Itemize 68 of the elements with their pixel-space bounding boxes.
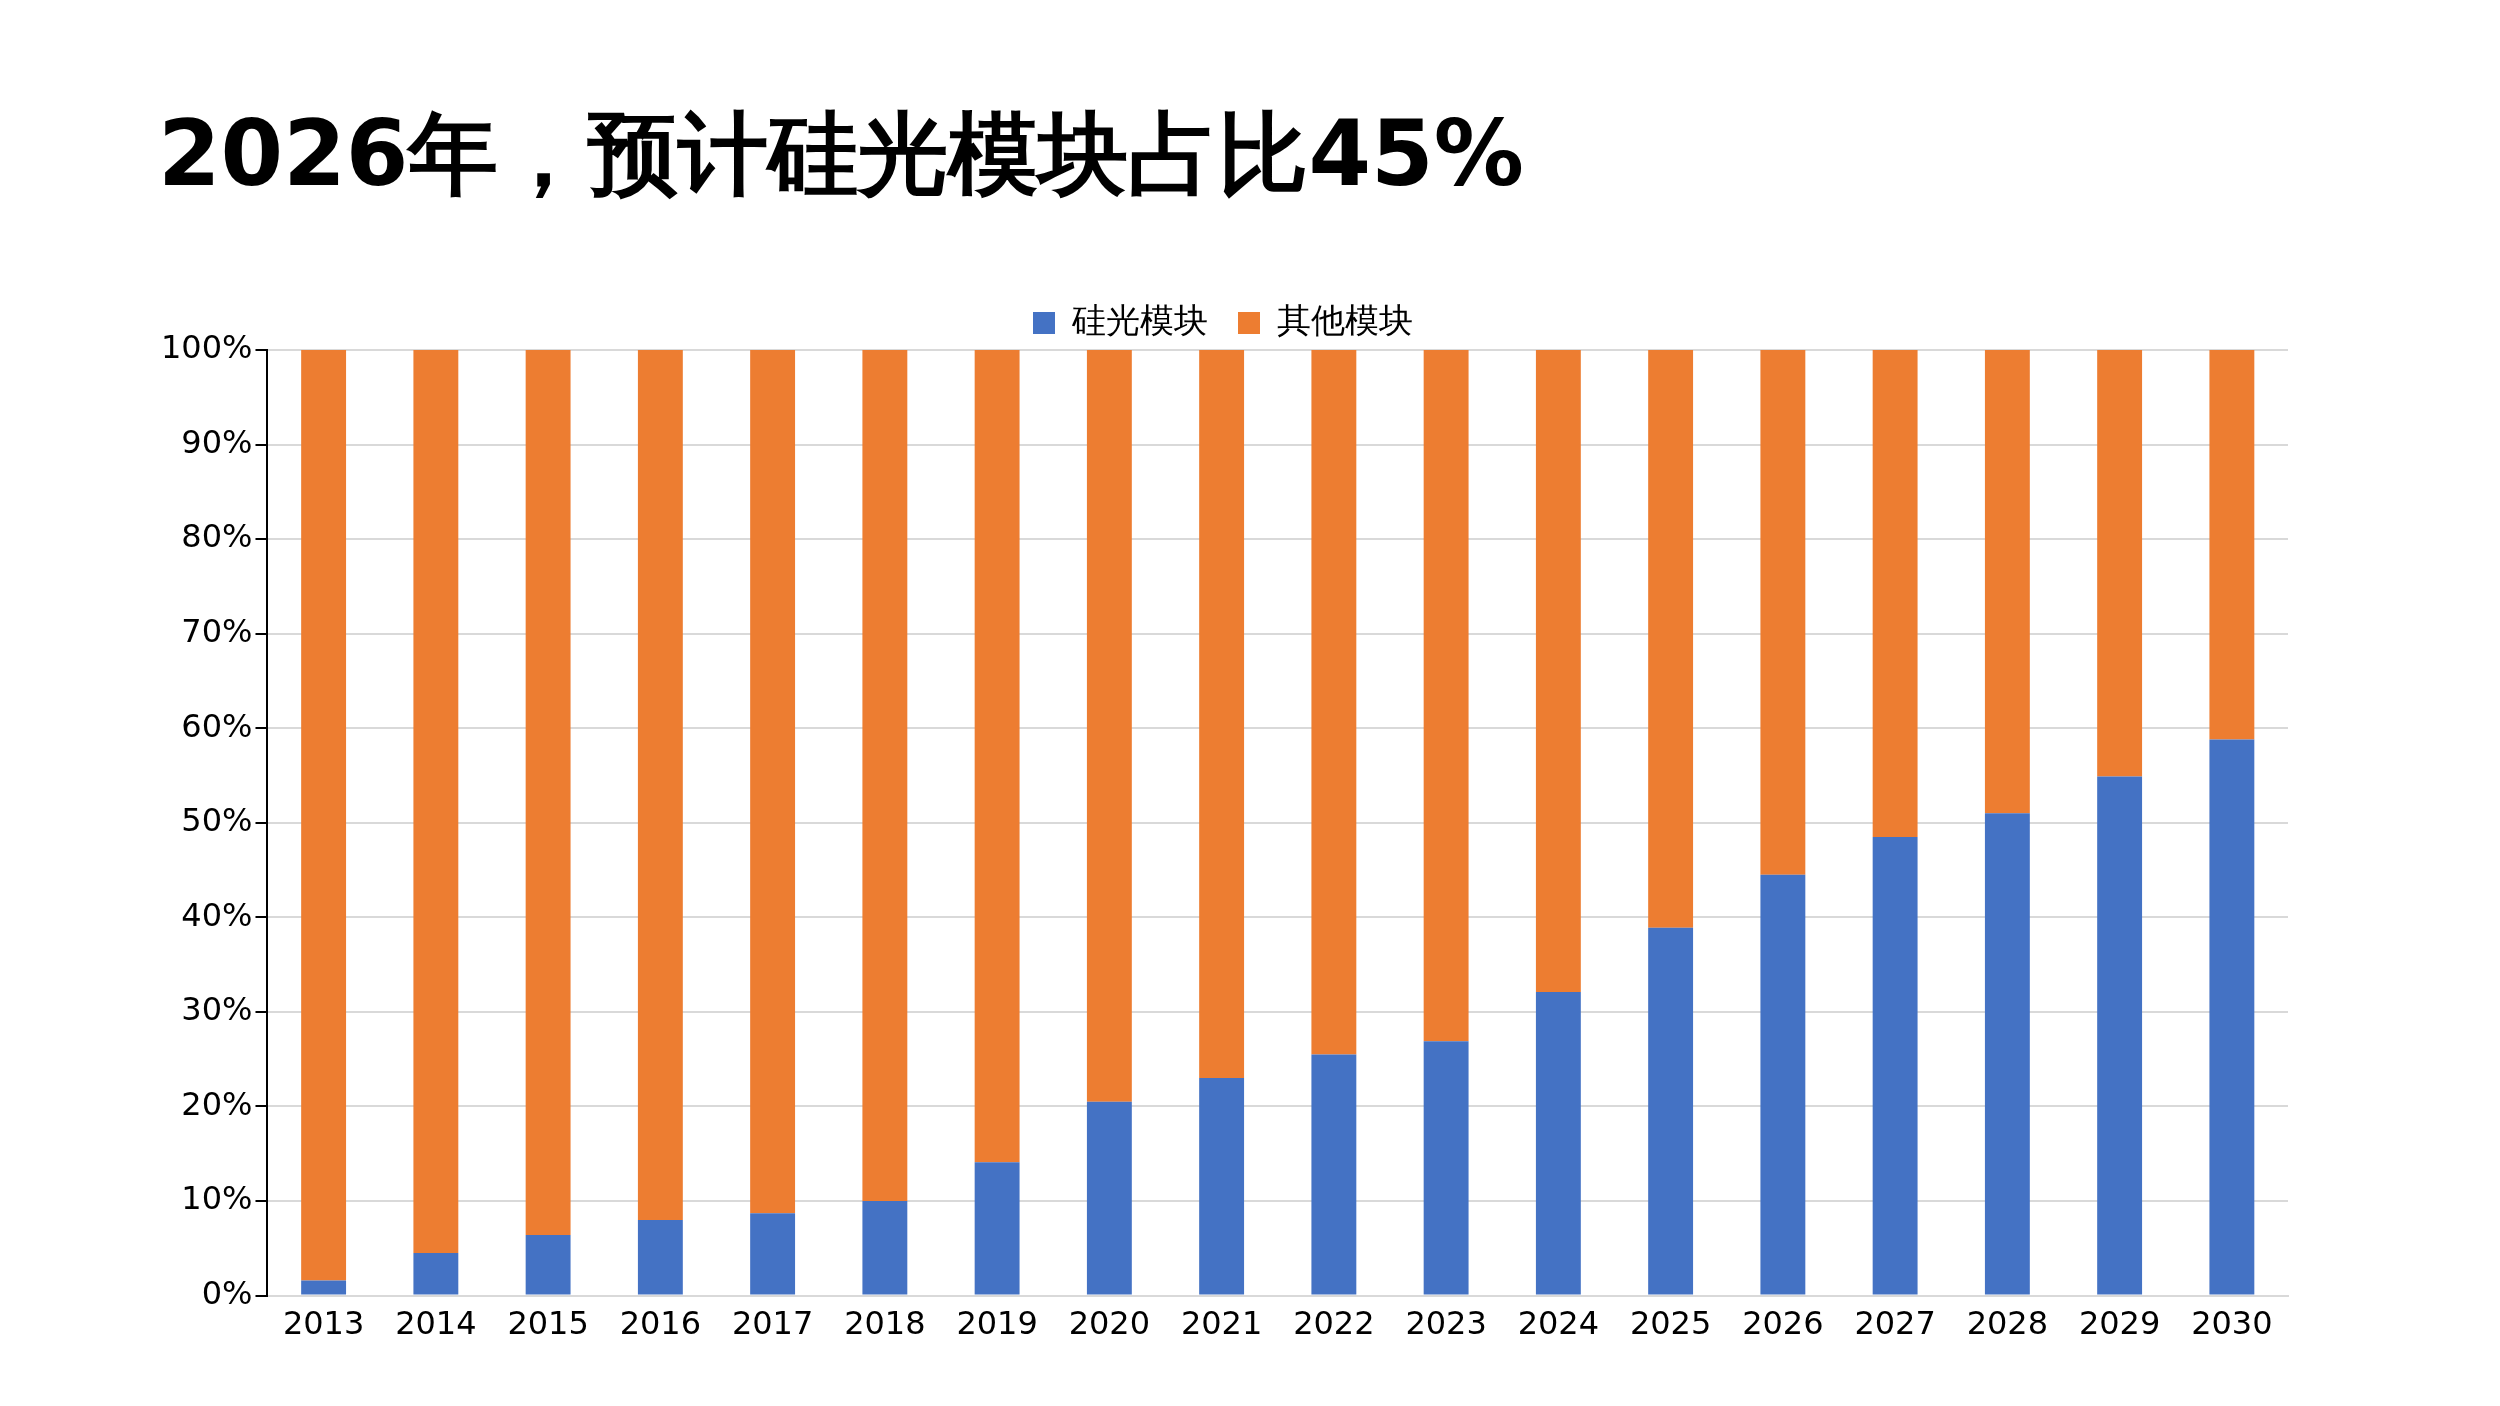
bar bbox=[525, 350, 571, 1236]
bar bbox=[1199, 1078, 1245, 1295]
bar bbox=[1984, 813, 2030, 1295]
x-tick-label: 2021 bbox=[1180, 1304, 1263, 1343]
bar bbox=[1086, 1101, 1132, 1295]
bar bbox=[637, 350, 683, 1220]
x-tick-label: 2029 bbox=[2078, 1304, 2161, 1343]
x-tick-label: 2026 bbox=[1742, 1304, 1824, 1343]
x-tick-label: 2023 bbox=[1405, 1304, 1487, 1343]
x-tick-label: 2025 bbox=[1629, 1304, 1712, 1343]
bar bbox=[1311, 1054, 1357, 1295]
bar bbox=[413, 350, 459, 1254]
bar bbox=[1760, 874, 1806, 1295]
bar bbox=[413, 1253, 459, 1295]
bar bbox=[1984, 350, 2030, 814]
x-tick-label: 2013 bbox=[282, 1304, 365, 1343]
x-tick-label: 2014 bbox=[395, 1304, 477, 1343]
bar bbox=[862, 1201, 908, 1295]
bar bbox=[750, 1213, 796, 1295]
y-tick-label: 70% bbox=[181, 611, 253, 650]
x-tick-label: 2028 bbox=[1966, 1304, 2049, 1343]
bar bbox=[2097, 350, 2143, 777]
y-tick-label: 100% bbox=[161, 328, 253, 367]
bar bbox=[1872, 350, 1918, 837]
x-tick-label: 2024 bbox=[1517, 1304, 1600, 1343]
y-tick-label: 90% bbox=[181, 422, 253, 461]
bar bbox=[301, 1280, 347, 1295]
bar bbox=[974, 350, 1020, 1163]
bar bbox=[1648, 350, 1694, 928]
bar bbox=[2209, 739, 2255, 1295]
bar bbox=[1199, 350, 1245, 1079]
y-tick-label: 10% bbox=[181, 1179, 253, 1218]
y-tick-label: 0% bbox=[201, 1273, 253, 1312]
x-tick-label: 2027 bbox=[1854, 1304, 1936, 1343]
bar bbox=[525, 1235, 571, 1295]
y-tick-label: 80% bbox=[181, 517, 253, 556]
bar bbox=[1872, 836, 1918, 1295]
y-tick-label: 20% bbox=[181, 1084, 253, 1123]
bar bbox=[1423, 350, 1469, 1042]
bar bbox=[862, 350, 908, 1202]
bar bbox=[2097, 776, 2143, 1295]
chart-title: 2026年，预计硅光模块占比45% bbox=[158, 101, 1524, 207]
x-tick-label: 2019 bbox=[956, 1304, 1038, 1343]
bar bbox=[1423, 1041, 1469, 1295]
x-tick-label: 2015 bbox=[507, 1304, 589, 1343]
x-tick-label: 2030 bbox=[2191, 1304, 2273, 1343]
bar bbox=[1535, 350, 1581, 993]
legend-label: 其他模块 bbox=[1277, 299, 1413, 340]
x-tick-label: 2018 bbox=[844, 1304, 926, 1343]
bar bbox=[2209, 350, 2255, 740]
x-tick-label: 2017 bbox=[731, 1304, 814, 1343]
bar bbox=[974, 1162, 1020, 1295]
bar bbox=[301, 350, 347, 1281]
bar bbox=[1311, 350, 1357, 1055]
bar bbox=[1760, 350, 1806, 875]
legend-label: 硅光模块 bbox=[1071, 299, 1208, 340]
bar bbox=[1648, 927, 1694, 1295]
bar bbox=[1535, 992, 1581, 1295]
y-tick-label: 60% bbox=[181, 706, 253, 745]
bar bbox=[637, 1219, 683, 1295]
bar bbox=[1086, 350, 1132, 1102]
bar bbox=[750, 350, 796, 1214]
x-tick-label: 2020 bbox=[1068, 1304, 1151, 1343]
y-tick-label: 30% bbox=[181, 990, 253, 1029]
y-tick-label: 50% bbox=[181, 801, 253, 840]
y-tick-label: 40% bbox=[181, 895, 253, 934]
x-tick-label: 2016 bbox=[619, 1304, 702, 1343]
x-tick-label: 2022 bbox=[1293, 1304, 1375, 1343]
